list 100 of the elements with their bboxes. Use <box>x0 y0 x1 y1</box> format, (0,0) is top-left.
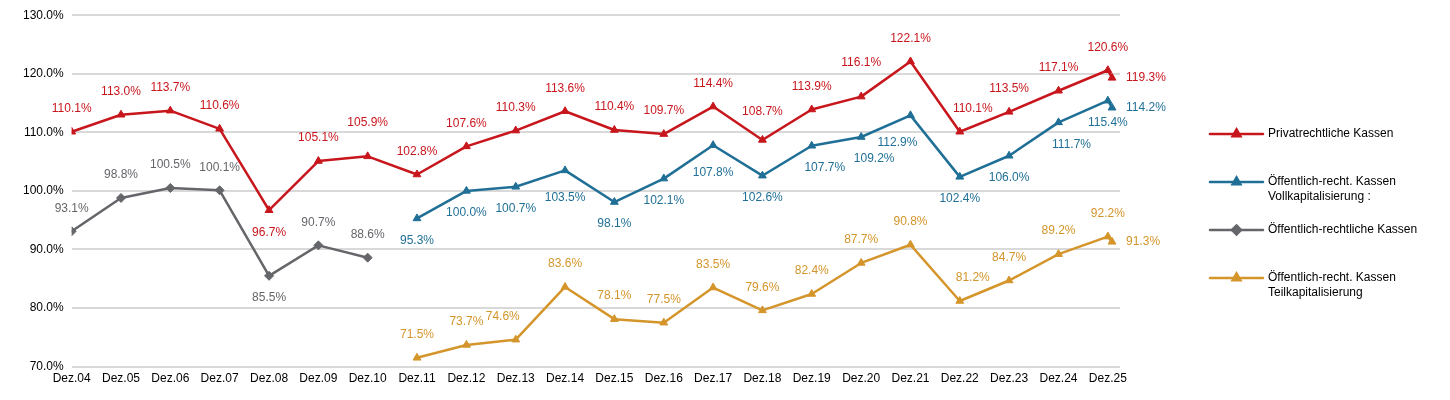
x-tick-label: Dez.07 <box>200 371 239 386</box>
data-label: 113.5% <box>989 81 1030 96</box>
data-label: 110.3% <box>495 99 536 114</box>
point <box>1054 117 1063 126</box>
point <box>1107 72 1117 81</box>
data-label: 88.6% <box>350 226 386 241</box>
legend-label: Öffentlich-recht. Kassen Vollkapitalisierung : <box>1268 174 1396 204</box>
data-label: 100.5% <box>149 157 191 172</box>
point <box>412 213 422 222</box>
x-tick-label: Dez.04 <box>52 371 92 386</box>
point <box>511 334 521 343</box>
point <box>116 192 127 203</box>
data-label: 91.3% <box>1126 234 1161 249</box>
data-label: 111.7% <box>1052 136 1092 151</box>
x-tick-label: Dez.21 <box>891 371 930 386</box>
data-label: 103.5% <box>544 189 586 204</box>
data-label: 116.1% <box>841 54 882 69</box>
data-label: 82.4% <box>794 263 830 278</box>
x-tick-label: Dez.16 <box>644 371 684 386</box>
point <box>609 197 619 205</box>
data-label: 89.2% <box>1041 223 1076 238</box>
x-tick-label: Dez.24 <box>1039 371 1078 386</box>
data-label: 84.7% <box>992 249 1027 264</box>
point <box>560 281 570 290</box>
data-label: 85.5% <box>252 290 287 305</box>
data-label: 74.6% <box>485 308 521 323</box>
point <box>313 156 323 164</box>
x-tick-label: Dez.23 <box>990 371 1029 386</box>
data-label: 87.7% <box>844 232 879 247</box>
data-label: 100.1% <box>199 159 241 174</box>
point <box>560 165 570 174</box>
x-tick-label: Dez.15 <box>595 371 634 386</box>
point <box>955 296 965 304</box>
data-label: 110.4% <box>594 99 635 114</box>
legend-label: Privatrechtliche Kassen <box>1268 126 1394 141</box>
point <box>708 101 718 110</box>
data-label: 107.6% <box>446 115 488 130</box>
data-label: 102.4% <box>939 191 981 206</box>
data-label: 93.1% <box>54 200 90 215</box>
point <box>856 257 866 266</box>
data-label: 71.5% <box>399 327 435 342</box>
point <box>659 129 669 137</box>
point <box>708 140 718 148</box>
point <box>215 123 225 132</box>
point <box>708 282 718 291</box>
point <box>955 171 965 180</box>
point <box>906 56 915 65</box>
point <box>955 126 965 135</box>
point <box>906 239 915 248</box>
point <box>758 305 767 314</box>
point <box>609 124 619 133</box>
point <box>1054 249 1063 257</box>
data-label: 109.7% <box>643 103 685 118</box>
data-label: 110.6% <box>199 98 240 113</box>
data-label: 98.1% <box>597 216 632 231</box>
point <box>758 170 767 179</box>
y-tick-label: 80.0% <box>29 300 65 315</box>
y-tick-label: 120.0% <box>23 66 65 81</box>
data-label: 113.6% <box>545 80 586 95</box>
point <box>264 205 274 213</box>
data-label: 113.7% <box>150 79 191 94</box>
point <box>560 106 570 114</box>
data-label: 78.1% <box>597 288 632 303</box>
data-label: 122.1% <box>890 30 932 45</box>
point <box>659 317 669 326</box>
point <box>856 91 866 100</box>
y-tick-label: 70.0% <box>29 358 65 373</box>
data-label: 117.1% <box>1038 60 1079 75</box>
data-label: 95.3% <box>399 232 435 247</box>
point <box>1103 95 1113 104</box>
point <box>1103 231 1113 240</box>
point <box>462 141 471 150</box>
data-label: 102.1% <box>643 192 685 207</box>
x-tick-label: Dez.19 <box>792 371 832 386</box>
data-label: 77.5% <box>646 291 682 306</box>
point <box>264 270 275 281</box>
data-label: 115.4% <box>1087 115 1129 130</box>
data-label: 110.1% <box>51 101 92 116</box>
point <box>362 252 373 263</box>
x-tick-label: Dez.25 <box>1088 371 1128 386</box>
x-tick-label: Dez.17 <box>694 371 733 386</box>
data-label: 113.0% <box>101 84 142 99</box>
data-label: 105.1% <box>298 130 340 145</box>
point <box>609 314 619 322</box>
x-tick-label: Dez.09 <box>299 371 338 386</box>
point <box>116 109 126 118</box>
data-label: 98.8% <box>103 167 139 182</box>
legend-label: Öffentlich-recht. Kassen Teilkapitalisierung <box>1268 270 1396 300</box>
data-label: 114.2% <box>1126 100 1167 115</box>
data-label: 92.2% <box>1090 205 1126 220</box>
data-label: 90.8% <box>893 214 928 229</box>
legend-label: Öffentlich-rechtliche Kassen <box>1268 222 1418 237</box>
point <box>214 185 225 196</box>
data-label: 102.8% <box>396 143 438 158</box>
point <box>1054 85 1063 94</box>
point <box>1004 150 1014 159</box>
point <box>462 185 471 194</box>
point <box>1107 236 1117 245</box>
point <box>511 181 521 190</box>
point <box>412 169 422 178</box>
